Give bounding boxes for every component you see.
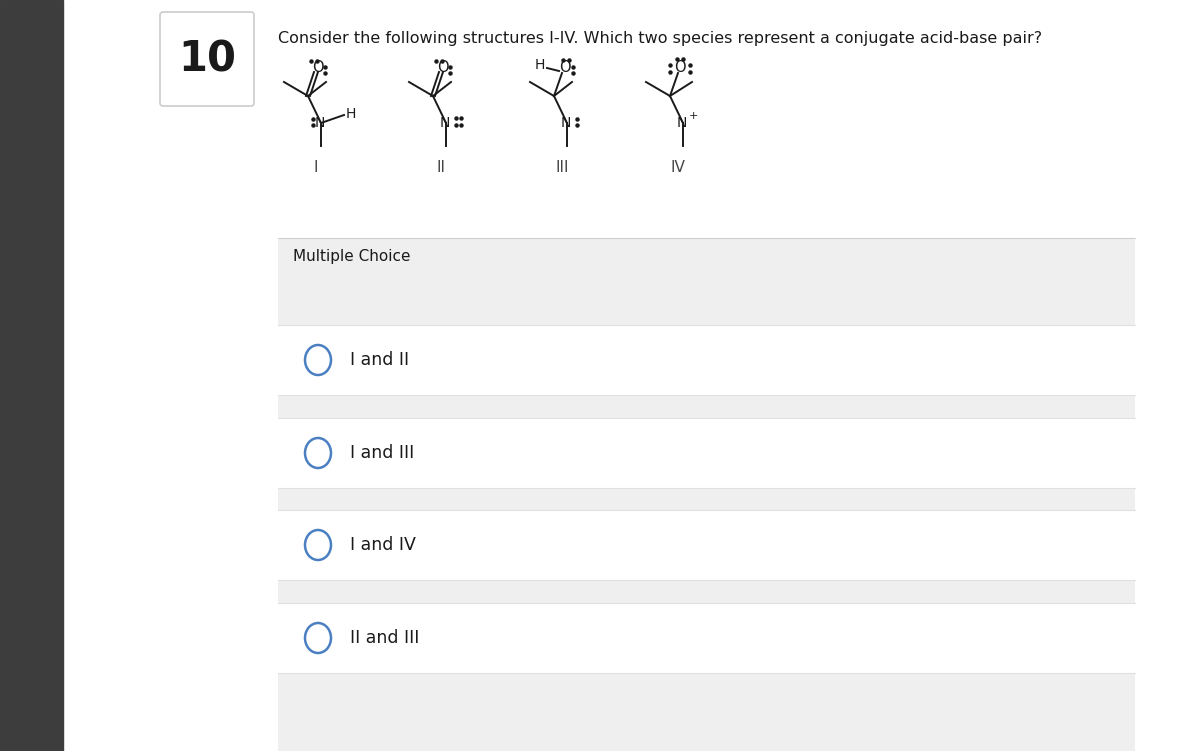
Text: N: N <box>314 116 325 130</box>
Text: O: O <box>437 59 449 74</box>
Bar <box>278 510 1135 580</box>
Text: IV: IV <box>671 161 685 176</box>
Text: I: I <box>313 161 318 176</box>
Bar <box>278 325 1135 395</box>
Text: +: + <box>689 111 697 121</box>
Bar <box>0 0 64 751</box>
Bar <box>278 580 1135 603</box>
Bar <box>278 395 1135 418</box>
Bar <box>278 488 1135 510</box>
Text: Consider the following structures I-IV. Which two species represent a conjugate : Consider the following structures I-IV. … <box>278 31 1042 46</box>
Text: N: N <box>677 116 688 130</box>
Text: O: O <box>674 61 686 76</box>
Text: II and III: II and III <box>350 629 419 647</box>
Text: Multiple Choice: Multiple Choice <box>293 249 410 264</box>
Text: III: III <box>556 161 569 176</box>
Bar <box>278 276 1135 325</box>
Text: O: O <box>559 61 571 76</box>
FancyBboxPatch shape <box>160 12 254 106</box>
Text: H: H <box>535 58 545 72</box>
Bar <box>278 673 1135 751</box>
Ellipse shape <box>305 345 331 375</box>
Text: I and II: I and II <box>350 351 409 369</box>
Ellipse shape <box>305 530 331 560</box>
Ellipse shape <box>305 438 331 468</box>
Text: I and IV: I and IV <box>350 536 416 554</box>
Bar <box>278 238 1135 276</box>
Text: II: II <box>437 161 445 176</box>
Ellipse shape <box>305 623 331 653</box>
Text: O: O <box>312 59 324 74</box>
Text: 10: 10 <box>178 38 236 80</box>
Text: N: N <box>560 116 571 130</box>
Text: N: N <box>440 116 450 130</box>
Bar <box>278 603 1135 673</box>
Text: I and III: I and III <box>350 444 414 462</box>
Text: H: H <box>346 107 356 121</box>
Bar <box>278 418 1135 488</box>
